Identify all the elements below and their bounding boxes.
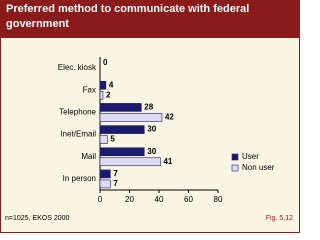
bar [99, 179, 111, 189]
bar [99, 103, 142, 112]
value-label: 0 [103, 58, 108, 67]
value-label: 30 [147, 147, 156, 156]
note: n=1025, EKOS 2000 [5, 215, 70, 222]
chart-title: Preferred method to communicate with fed… [6, 3, 250, 30]
value-label: 7 [113, 179, 118, 188]
x-tick-label: 60 [184, 195, 193, 204]
category-label: In person [63, 174, 96, 183]
x-tick-label: 80 [214, 195, 223, 204]
category-label: Fax [83, 85, 96, 94]
x-tick-label: 40 [155, 195, 164, 204]
value-label: 7 [113, 169, 118, 178]
bar [99, 125, 145, 134]
x-tick-label: 20 [125, 195, 134, 204]
value-label: 42 [165, 113, 174, 122]
category-label: Elec. kiosk [58, 63, 97, 72]
legend-swatch [231, 153, 239, 161]
x-tick-label: 0 [98, 195, 103, 204]
bar [99, 80, 107, 90]
bar [99, 135, 108, 144]
figure-label: Fig. 5.12 [266, 215, 293, 222]
value-label: 4 [109, 80, 114, 89]
legend-swatch [231, 164, 239, 172]
value-label: 5 [110, 135, 115, 144]
category-label: Telephone [59, 108, 96, 117]
bar [99, 147, 145, 157]
bar [99, 113, 163, 122]
value-label: 28 [144, 103, 153, 112]
bar [99, 169, 111, 179]
value-label: 30 [147, 125, 156, 134]
category-label: Inet/Email [60, 130, 96, 139]
legend-label: Non user [242, 163, 275, 172]
bar [99, 90, 104, 100]
bar [99, 157, 161, 167]
title-box: Preferred method to communicate with fed… [6, 3, 250, 30]
header [0, 0, 300, 38]
value-label: 2 [106, 90, 111, 99]
category-label: Mail [81, 152, 96, 161]
value-label: 41 [163, 157, 172, 166]
legend-label: User [242, 152, 259, 161]
chart: Preferred method to communicate with fed… [0, 0, 300, 233]
